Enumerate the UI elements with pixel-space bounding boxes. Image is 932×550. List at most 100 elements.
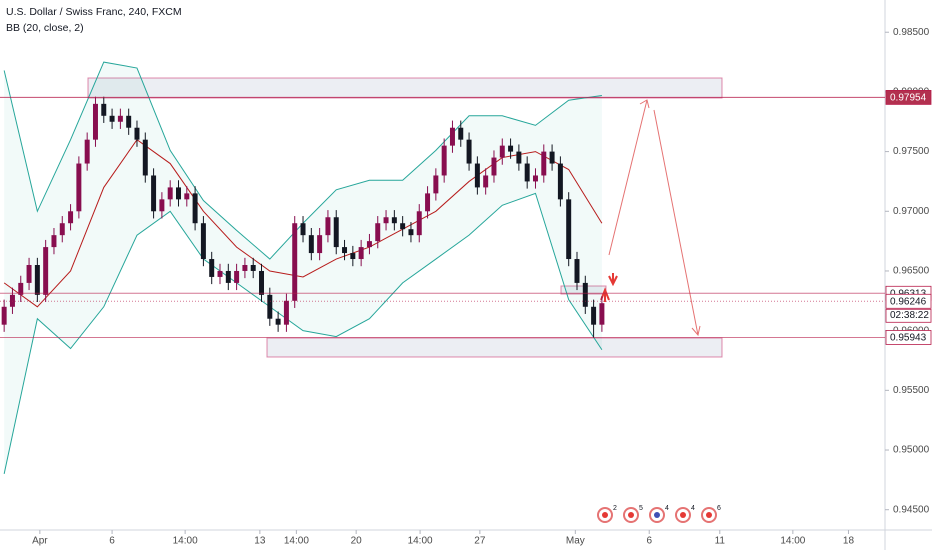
y-tick-label: 0.96500 bbox=[893, 266, 930, 277]
candle-body bbox=[59, 223, 65, 236]
x-tick-label: 18 bbox=[843, 536, 855, 547]
candle-body bbox=[92, 103, 98, 140]
candle-body bbox=[308, 235, 314, 254]
candle-body bbox=[383, 217, 389, 224]
candle-body bbox=[391, 217, 397, 224]
candle-body bbox=[259, 270, 265, 295]
candle-body bbox=[151, 175, 157, 212]
x-tick-label: Apr bbox=[32, 536, 48, 547]
candle-body bbox=[134, 127, 140, 140]
y-tick-label: 0.98500 bbox=[893, 27, 930, 38]
candle-body bbox=[458, 127, 464, 140]
candle-body bbox=[242, 265, 248, 271]
countdown: 02:38:22 bbox=[890, 310, 929, 321]
y-tick-label: 0.95500 bbox=[893, 385, 930, 396]
price-label: 0.96246 bbox=[890, 296, 927, 307]
candle-body bbox=[566, 199, 572, 260]
price-label-bg bbox=[885, 90, 932, 105]
candle-body bbox=[43, 247, 49, 295]
x-tick-label: 6 bbox=[646, 536, 652, 547]
candle-body bbox=[18, 282, 24, 295]
candles bbox=[1, 96, 605, 338]
price-label-bg bbox=[885, 293, 932, 309]
candle-body bbox=[292, 223, 298, 301]
y-tick-label: 0.95000 bbox=[893, 445, 930, 456]
candle-body bbox=[234, 270, 240, 283]
candle-body bbox=[159, 199, 165, 212]
candle-body bbox=[557, 163, 563, 200]
candle-body bbox=[101, 103, 107, 116]
down-arrow bbox=[653, 109, 701, 337]
candle-body bbox=[84, 139, 90, 164]
y-tick-label: 0.97500 bbox=[893, 146, 930, 157]
candle-body bbox=[26, 265, 32, 283]
event-count: 2 bbox=[613, 505, 617, 512]
countdown-bg bbox=[885, 308, 932, 323]
band-line bbox=[3, 192, 603, 475]
candle-body bbox=[217, 270, 223, 277]
projection-arrows bbox=[600, 99, 701, 337]
candle-body bbox=[466, 139, 472, 164]
candle-body bbox=[142, 139, 148, 176]
candle-body bbox=[483, 175, 489, 188]
event-count: 5 bbox=[639, 505, 643, 512]
resistance-zone bbox=[87, 77, 723, 99]
x-tick-label: 11 bbox=[715, 536, 726, 547]
event-count: 6 bbox=[717, 505, 721, 512]
price-label: 0.95943 bbox=[890, 333, 927, 344]
candle-body bbox=[34, 265, 40, 295]
candle-body bbox=[591, 306, 597, 325]
x-tick-label: 14:00 bbox=[284, 536, 309, 547]
band-fill bbox=[4, 62, 602, 474]
candle-body bbox=[416, 211, 422, 236]
candle-body bbox=[176, 187, 181, 200]
event-count: 4 bbox=[665, 505, 669, 512]
sell-signal bbox=[608, 273, 618, 287]
candle-body bbox=[300, 223, 306, 236]
candle-body bbox=[317, 235, 323, 254]
candle-body bbox=[433, 175, 439, 194]
candle-body bbox=[599, 303, 605, 325]
candle-body bbox=[117, 115, 123, 122]
candle-body bbox=[532, 175, 538, 182]
candle-body bbox=[225, 270, 231, 283]
event-dot bbox=[706, 512, 712, 518]
candle-body bbox=[167, 187, 173, 200]
support-zone bbox=[266, 337, 723, 358]
candle-body bbox=[408, 229, 414, 236]
chart-title: U.S. Dollar / Swiss Franc, 240, FXCM bbox=[6, 6, 182, 18]
event-dot bbox=[680, 512, 686, 518]
x-tick-label: 27 bbox=[474, 536, 486, 547]
candle-body bbox=[342, 247, 348, 254]
candle-body bbox=[283, 300, 289, 325]
candle-body bbox=[508, 145, 514, 152]
candle-body bbox=[184, 193, 190, 200]
candle-body bbox=[574, 259, 580, 283]
x-tick-label: 14:00 bbox=[780, 536, 805, 547]
candle-body bbox=[209, 259, 215, 277]
candle-body bbox=[51, 235, 57, 248]
candle-body bbox=[524, 163, 530, 182]
candle-body bbox=[267, 294, 273, 319]
x-tick-label: 14:00 bbox=[173, 536, 198, 547]
candle-body bbox=[499, 145, 505, 158]
candle-body bbox=[200, 223, 206, 260]
candle-body bbox=[333, 217, 339, 248]
candle-body bbox=[76, 163, 82, 212]
candle-body bbox=[350, 253, 356, 260]
indicator-label: BB (20, close, 2) bbox=[6, 22, 84, 34]
candle-body bbox=[275, 318, 281, 325]
up-arrow bbox=[608, 99, 650, 256]
y-tick-label: 0.97000 bbox=[893, 206, 930, 217]
candle-body bbox=[474, 163, 480, 188]
candle-body bbox=[325, 217, 331, 236]
candle-body bbox=[549, 151, 555, 164]
candle-body bbox=[109, 115, 115, 122]
y-tick-label: 0.94500 bbox=[893, 504, 930, 515]
event-count: 4 bbox=[691, 505, 695, 512]
x-tick-label: 13 bbox=[254, 536, 266, 547]
price-label: 0.97954 bbox=[890, 93, 927, 104]
x-tick-label: 20 bbox=[351, 536, 363, 547]
candle-body bbox=[375, 223, 381, 242]
